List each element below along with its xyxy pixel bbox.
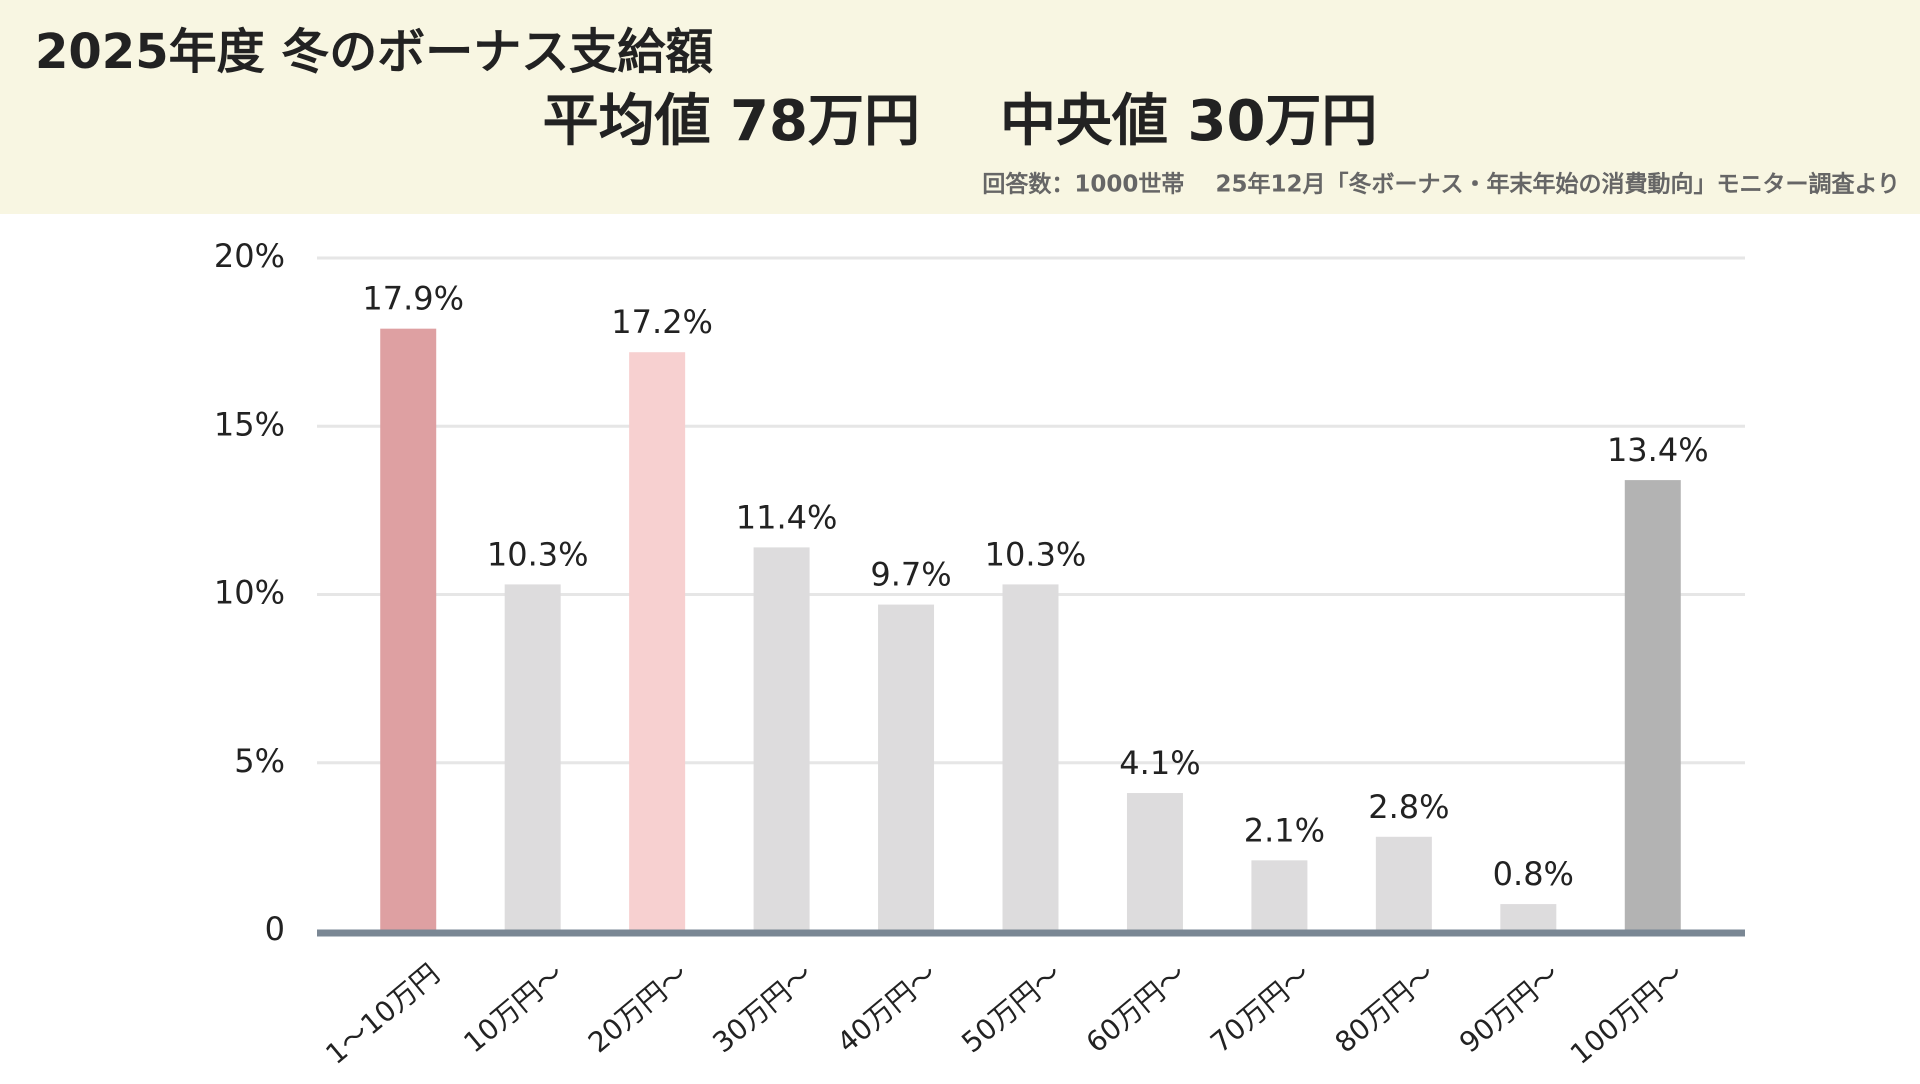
data-label: 11.4% — [736, 498, 838, 536]
data-label: 4.1% — [1119, 744, 1200, 782]
x-tick-label: 70万円～ — [1204, 957, 1317, 1059]
data-label: 10.3% — [985, 535, 1087, 573]
bar — [504, 584, 561, 931]
data-label: 2.8% — [1368, 788, 1449, 826]
x-tick-label: 10万円～ — [457, 957, 570, 1059]
y-tick-label: 20% — [214, 237, 285, 275]
y-tick-label: 15% — [214, 405, 285, 443]
x-tick-label: 60万円～ — [1080, 957, 1193, 1059]
x-tick-label: 100万円～ — [1564, 957, 1691, 1071]
bar — [753, 547, 810, 931]
bar — [629, 352, 686, 932]
bar — [1500, 904, 1557, 931]
data-label: 10.3% — [487, 535, 589, 573]
data-label: 9.7% — [870, 556, 951, 594]
bar — [1375, 836, 1432, 931]
y-tick-label: 5% — [234, 742, 285, 780]
data-label: 13.4% — [1607, 431, 1709, 469]
x-tick-label: 90万円～ — [1453, 957, 1566, 1059]
x-tick-label: 30万円～ — [706, 957, 819, 1059]
source-note: 回答数：1000世帯 25年12月「冬ボーナス・年末年始の消費動向」モニター調査… — [982, 171, 1900, 198]
bar — [380, 328, 437, 931]
data-label: 2.1% — [1244, 811, 1325, 849]
title: 2025年度 冬のボーナス支給額 — [35, 24, 713, 80]
mean: 平均値 78万円 — [543, 89, 920, 154]
data-label: 17.2% — [611, 303, 713, 341]
bar — [1126, 793, 1183, 931]
y-tick-label: 0 — [265, 910, 285, 948]
x-tick-label: 80万円～ — [1329, 957, 1442, 1059]
header-band — [0, 0, 1920, 214]
data-label: 0.8% — [1493, 855, 1574, 893]
x-tick-label: 1～10万円 — [319, 957, 446, 1071]
bar — [878, 604, 935, 931]
x-tick-label: 50万円～ — [955, 957, 1068, 1059]
y-tick-label: 10% — [214, 574, 285, 612]
bar — [1251, 860, 1308, 931]
data-label: 17.9% — [362, 280, 464, 318]
median: 中央値 30万円 — [1000, 89, 1377, 154]
bar — [1002, 584, 1059, 931]
x-tick-label: 40万円～ — [831, 957, 944, 1059]
bar — [1624, 480, 1681, 931]
x-tick-label: 20万円～ — [582, 957, 695, 1059]
